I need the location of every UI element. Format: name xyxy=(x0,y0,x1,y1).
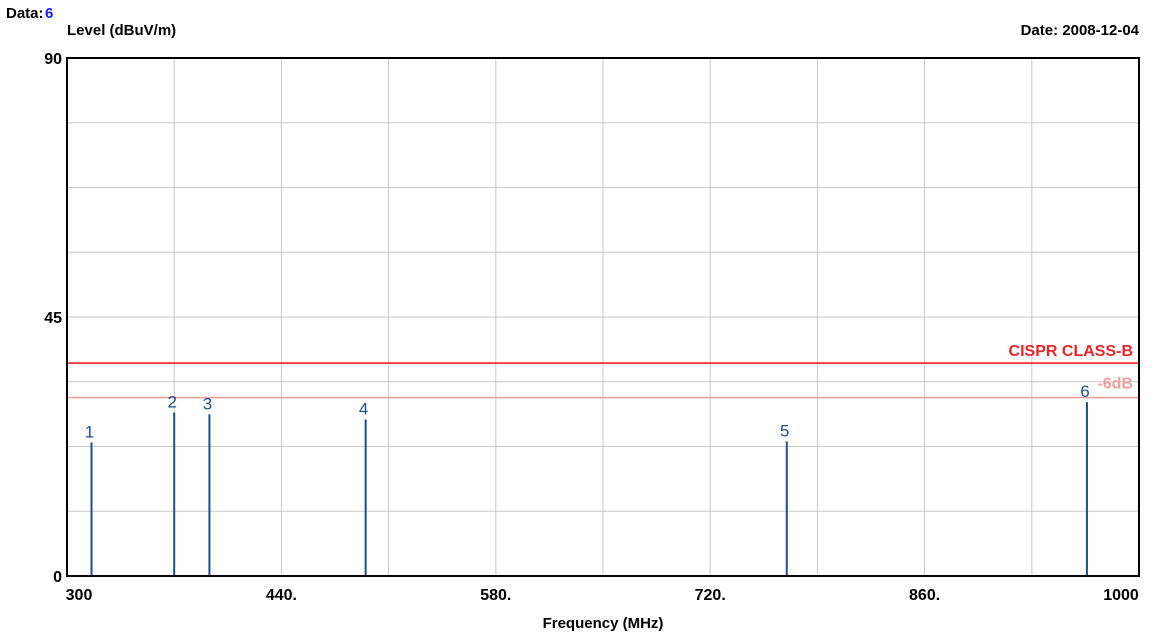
y-tick-label: 0 xyxy=(53,569,62,586)
data-value: 6 xyxy=(45,5,53,22)
x-axis-title: Frequency (MHz) xyxy=(543,615,664,632)
limit-line-label: -6dB xyxy=(1097,376,1133,393)
y-tick-label: 45 xyxy=(44,310,62,327)
y-tick-label: 90 xyxy=(44,51,62,68)
data-label: Data: xyxy=(6,5,44,22)
x-tick-label: 300 xyxy=(66,587,93,604)
data-point-label: 1 xyxy=(85,422,94,441)
x-tick-label: 1000 xyxy=(1103,587,1139,604)
data-point-label: 5 xyxy=(780,421,789,440)
y-axis-title: Level (dBuV/m) xyxy=(67,22,176,39)
limit-lines: CISPR CLASS-B -6dB xyxy=(67,343,1139,399)
data-point-label: 6 xyxy=(1080,382,1089,401)
limit-line-label: CISPR CLASS-B xyxy=(1009,343,1133,360)
grid xyxy=(67,58,1139,576)
data-point-label: 3 xyxy=(203,394,212,413)
x-tick-label: 580. xyxy=(480,587,511,604)
x-tick-label: 720. xyxy=(695,587,726,604)
x-tick-label: 860. xyxy=(909,587,940,604)
date-text: Date: 2008-12-04 xyxy=(1021,22,1140,39)
plot-frame xyxy=(66,57,1140,577)
x-tick-label: 440. xyxy=(266,587,297,604)
data-point-label: 4 xyxy=(359,399,368,418)
data-bars: 1 2 3 4 5 6 xyxy=(85,382,1090,576)
data-point-label: 2 xyxy=(167,393,176,412)
